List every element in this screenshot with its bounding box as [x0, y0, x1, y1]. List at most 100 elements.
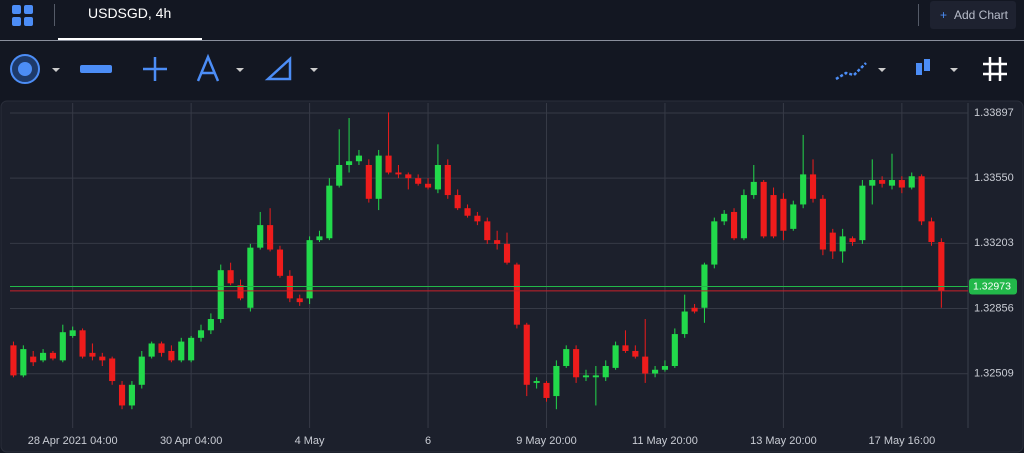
- candle-body: [632, 350, 639, 357]
- candle-body: [592, 375, 599, 378]
- toolbar: [10, 53, 1007, 84]
- candle-body: [415, 178, 422, 184]
- candle-body: [553, 366, 560, 397]
- candle-body: [750, 181, 757, 196]
- candle-body: [879, 180, 886, 184]
- candle-body: [346, 161, 353, 165]
- add-chart-label: Add Chart: [953, 8, 1008, 22]
- candle-body: [503, 243, 511, 263]
- candle-body: [582, 375, 590, 378]
- candle-body: [20, 349, 27, 376]
- candle-body: [800, 174, 807, 205]
- x-tick-label: 4 May: [295, 435, 325, 447]
- y-tick-label: 1.33203: [974, 237, 1014, 249]
- candle-body: [207, 319, 214, 331]
- candle-body: [711, 221, 718, 265]
- candle-body: [681, 311, 688, 335]
- candle-body: [444, 164, 451, 196]
- candle-body: [434, 164, 441, 190]
- x-tick-label: 13 May 20:00: [750, 435, 817, 447]
- candle-body: [622, 345, 629, 351]
- candle-body: [543, 382, 550, 398]
- candle-body: [40, 352, 47, 361]
- candle-body: [227, 270, 234, 284]
- candle-body: [148, 343, 155, 357]
- y-tick-label: 1.33897: [974, 107, 1014, 119]
- candle-body: [326, 185, 333, 239]
- candle-body: [839, 236, 846, 252]
- candle-body: [257, 225, 264, 248]
- x-tick-label: 9 May 20:00: [516, 435, 577, 447]
- candle-body: [276, 249, 284, 276]
- candle-body: [918, 176, 925, 222]
- candle-body: [424, 183, 432, 188]
- candle-body: [760, 181, 767, 237]
- tab-bar: USDSGD, 4h + Add Chart: [0, 0, 1024, 41]
- candle-body: [661, 366, 669, 370]
- candle-body: [296, 298, 303, 303]
- candle-body: [730, 211, 738, 239]
- candle-body: [612, 345, 619, 368]
- candle-body: [109, 358, 116, 382]
- candle-body: [197, 330, 205, 338]
- add-chart-button[interactable]: + Add Chart: [930, 1, 1016, 29]
- x-tick-label: 11 May 20:00: [632, 435, 698, 447]
- candle-body: [375, 155, 382, 199]
- chart-panel: [0, 100, 1024, 453]
- candle-body: [523, 324, 530, 385]
- indicator-tool[interactable]: [835, 62, 886, 81]
- price-label: 1.32973: [973, 280, 1011, 292]
- candle-body: [464, 208, 471, 216]
- candle-body: [770, 195, 777, 237]
- candle-body: [336, 164, 343, 186]
- candle-body: [59, 332, 66, 361]
- candle-body: [898, 180, 905, 188]
- candle-body: [573, 349, 580, 378]
- chart-type-tool[interactable]: [916, 59, 958, 75]
- measure-tool[interactable]: [80, 65, 112, 73]
- cursor-tool[interactable]: [10, 54, 60, 84]
- x-tick-label: 17 May 16:00: [869, 435, 936, 447]
- candle-body: [671, 334, 678, 367]
- candle-body: [405, 174, 412, 179]
- candle-body: [395, 172, 402, 175]
- candle-body: [888, 180, 896, 186]
- grid-tool[interactable]: [983, 57, 1007, 81]
- candle-body: [217, 270, 224, 320]
- candle-body: [474, 215, 481, 222]
- candle-body: [10, 345, 17, 376]
- candle-body: [642, 356, 649, 374]
- candle-body: [138, 356, 145, 385]
- candle-body: [316, 236, 323, 241]
- candle-body: [790, 204, 797, 229]
- drawing-tool[interactable]: [196, 53, 244, 82]
- layout-icon[interactable]: [11, 4, 35, 28]
- candle-body: [385, 155, 392, 173]
- price-label-box: [969, 278, 1017, 295]
- candle-body: [780, 198, 787, 231]
- candle-body: [908, 176, 915, 188]
- candle-body: [533, 381, 540, 383]
- candle-body: [819, 198, 826, 250]
- candle-body: [237, 285, 244, 299]
- candle-body: [602, 366, 609, 378]
- candle-body: [365, 164, 372, 199]
- candle-body: [869, 180, 876, 186]
- candle-body: [30, 356, 37, 363]
- candle-body: [178, 341, 185, 361]
- x-tick-label: 28 Apr 2021 04:00: [28, 435, 118, 447]
- candle-body: [563, 349, 570, 367]
- candle-body: [484, 221, 491, 241]
- shape-tool[interactable]: [264, 56, 318, 81]
- crosshair-tool[interactable]: [143, 57, 167, 81]
- candle-body: [158, 343, 165, 353]
- chart-tab[interactable]: USDSGD, 4h: [58, 0, 202, 40]
- candle-body: [49, 352, 56, 359]
- candle-body: [494, 240, 501, 244]
- y-tick-label: 1.33550: [974, 172, 1014, 184]
- y-tick-label: 1.32509: [974, 368, 1014, 380]
- y-tick-label: 1.32856: [974, 302, 1014, 314]
- candle-body: [829, 232, 836, 252]
